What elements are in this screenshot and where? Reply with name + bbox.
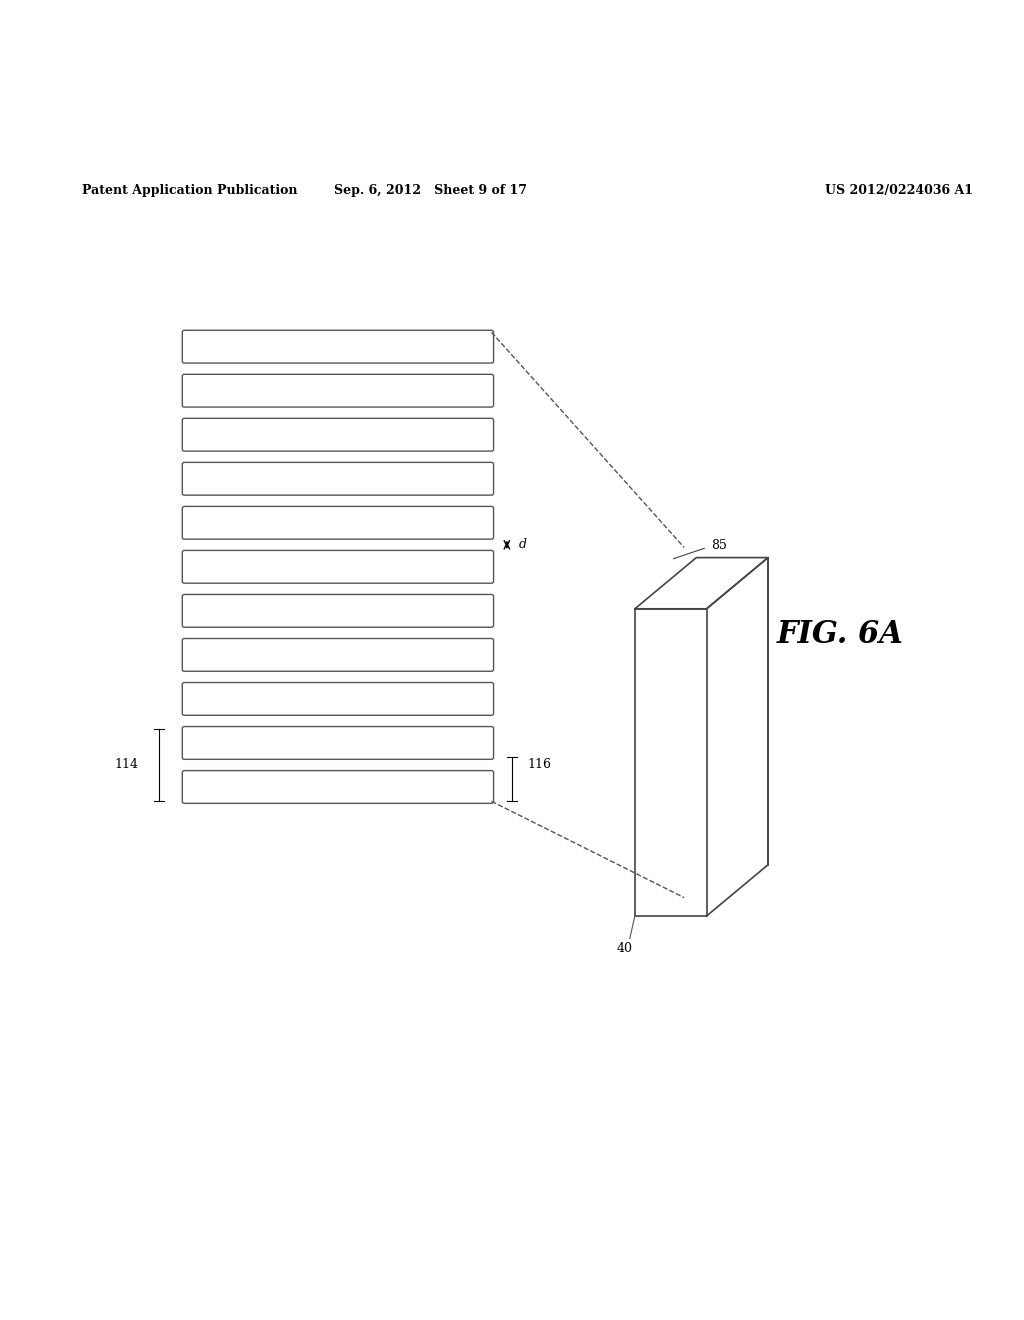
FancyBboxPatch shape bbox=[182, 418, 494, 451]
FancyBboxPatch shape bbox=[182, 639, 494, 672]
FancyBboxPatch shape bbox=[182, 507, 494, 539]
Text: 114: 114 bbox=[115, 759, 138, 771]
Text: 85: 85 bbox=[711, 540, 727, 553]
FancyBboxPatch shape bbox=[182, 682, 494, 715]
Text: US 2012/0224036 A1: US 2012/0224036 A1 bbox=[824, 183, 973, 197]
Text: Sep. 6, 2012   Sheet 9 of 17: Sep. 6, 2012 Sheet 9 of 17 bbox=[334, 183, 526, 197]
FancyBboxPatch shape bbox=[182, 375, 494, 407]
Text: FIG. 6A: FIG. 6A bbox=[776, 619, 903, 649]
FancyBboxPatch shape bbox=[182, 550, 494, 583]
FancyBboxPatch shape bbox=[182, 771, 494, 804]
Text: d: d bbox=[519, 539, 527, 552]
Text: 40: 40 bbox=[616, 941, 633, 954]
FancyBboxPatch shape bbox=[182, 594, 494, 627]
FancyBboxPatch shape bbox=[182, 462, 494, 495]
Text: 116: 116 bbox=[527, 759, 551, 771]
Bar bbox=[635, 609, 707, 916]
Text: Patent Application Publication: Patent Application Publication bbox=[82, 183, 297, 197]
FancyBboxPatch shape bbox=[182, 726, 494, 759]
FancyBboxPatch shape bbox=[182, 330, 494, 363]
